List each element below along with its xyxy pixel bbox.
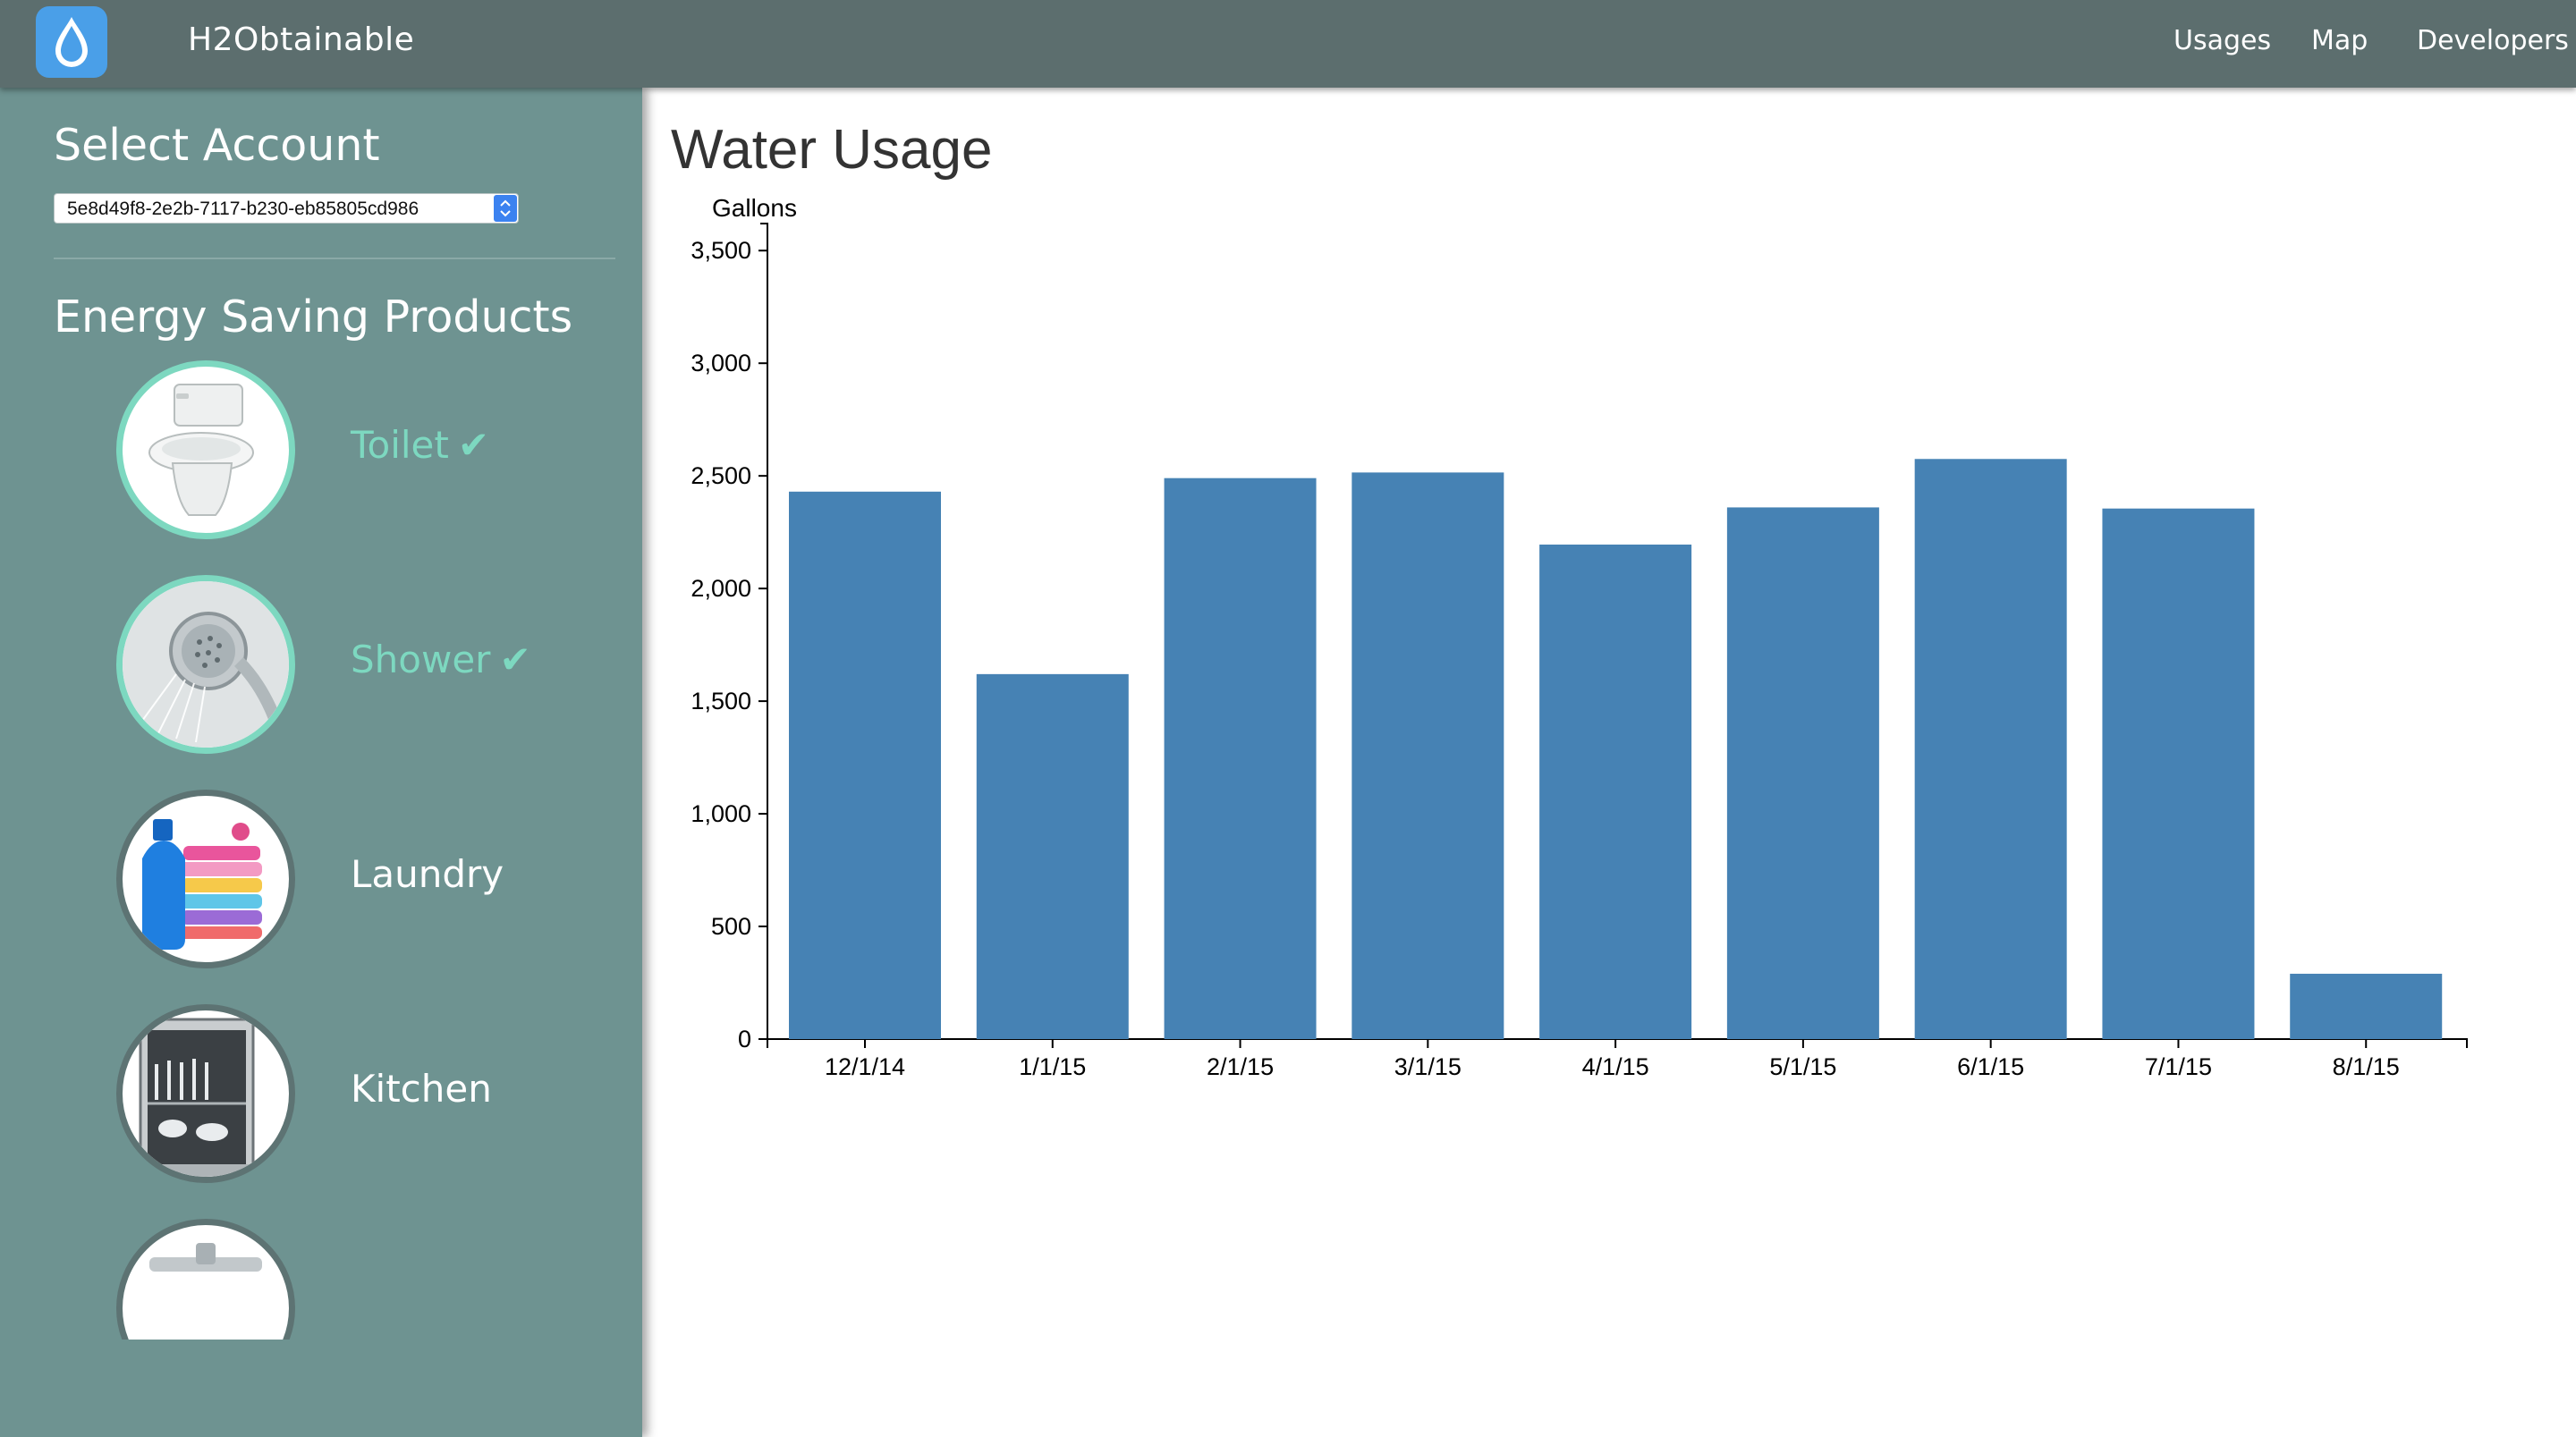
y-tick-label: 2,000 (691, 575, 751, 602)
check-icon: ✔ (499, 638, 531, 681)
y-tick-label: 3,000 (691, 350, 751, 376)
sidebar: Select Account 5e8d49f8-2e2b-7117-b230-e… (0, 88, 642, 1437)
bar-4-1-15 (1539, 545, 1692, 1039)
x-tick-label: 12/1/14 (825, 1053, 905, 1080)
bar-6-1-15 (1914, 459, 2067, 1039)
product-kitchen[interactable]: Kitchen (0, 1004, 642, 1201)
bar-8-1-15 (2290, 973, 2443, 1039)
x-tick-label: 7/1/15 (2145, 1053, 2212, 1080)
app-brand-name[interactable]: H2Obtainable (188, 21, 415, 58)
product-kitchen-label: Kitchen (351, 1067, 492, 1111)
x-tick-label: 2/1/15 (1207, 1053, 1274, 1080)
y-tick-label: 0 (738, 1026, 751, 1052)
y-tick-label: 2,500 (691, 462, 751, 489)
faucet-icon[interactable] (116, 1219, 295, 1340)
product-faucet[interactable] (0, 1219, 642, 1340)
x-tick-label: 3/1/15 (1394, 1053, 1462, 1080)
shower-icon[interactable] (116, 575, 295, 754)
nav-usages-link[interactable]: Usages (2174, 25, 2272, 56)
select-arrows-icon (494, 195, 517, 222)
water-usage-chart: Gallons 0 500 1,000 1,500 2,000 2,500 3,000 3,50… (691, 194, 2468, 1080)
x-tick-label: 1/1/15 (1019, 1053, 1086, 1080)
product-shower[interactable]: Shower ✔ (0, 575, 642, 772)
product-laundry-label: Laundry (351, 852, 504, 896)
product-laundry[interactable]: Laundry (0, 790, 642, 986)
y-tick-label: 3,500 (691, 237, 751, 264)
x-tick-label: 8/1/15 (2333, 1053, 2400, 1080)
x-tick-label: 4/1/15 (1582, 1053, 1649, 1080)
page-title: Water Usage (671, 119, 993, 181)
product-shower-label: Shower ✔ (351, 638, 531, 681)
check-icon: ✔ (457, 423, 490, 467)
y-tick-label: 1,500 (691, 688, 751, 714)
bar-1-1-15 (976, 673, 1129, 1039)
x-tick-label: 5/1/15 (1769, 1053, 1836, 1080)
bar-2-1-15 (1164, 478, 1317, 1039)
y-axis-label: Gallons (712, 194, 797, 222)
y-tick-label: 500 (711, 913, 751, 940)
product-toilet[interactable]: Toilet ✔ (0, 360, 642, 557)
toilet-icon[interactable] (116, 360, 295, 539)
bar-7-1-15 (2102, 508, 2255, 1039)
laundry-icon[interactable] (116, 790, 295, 968)
y-axis-line (760, 223, 768, 1040)
account-select-value: 5e8d49f8-2e2b-7117-b230-eb85805cd986 (67, 199, 419, 219)
bar-3-1-15 (1352, 472, 1504, 1039)
kitchen-icon[interactable] (116, 1004, 295, 1183)
nav-map-link[interactable]: Map (2311, 25, 2368, 56)
shower-label-text: Shower (351, 638, 491, 681)
energy-saving-products-heading: Energy Saving Products (54, 292, 573, 342)
y-tick-label: 1,000 (691, 800, 751, 827)
select-account-heading: Select Account (54, 120, 380, 171)
sidebar-divider (54, 258, 615, 259)
water-drop-icon[interactable] (36, 6, 107, 78)
account-select[interactable]: 5e8d49f8-2e2b-7117-b230-eb85805cd986 (54, 193, 519, 224)
product-toilet-label: Toilet ✔ (351, 423, 489, 467)
toilet-label-text: Toilet (351, 423, 449, 467)
top-navbar: H2Obtainable Usages Map Developers (0, 0, 2576, 88)
x-tick-label: 6/1/15 (1957, 1053, 2024, 1080)
product-list[interactable]: Toilet ✔ (0, 360, 642, 1340)
nav-developers-link[interactable]: Developers (2417, 25, 2569, 56)
x-axis-line (767, 1038, 2468, 1048)
bar-12-1-14 (789, 491, 941, 1039)
bar-5-1-15 (1726, 507, 1879, 1039)
